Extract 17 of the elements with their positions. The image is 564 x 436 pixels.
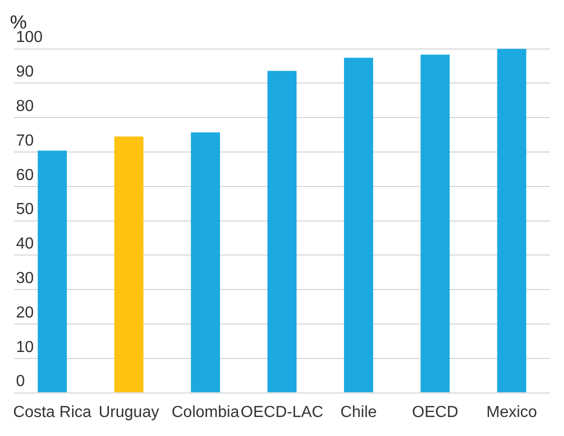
x-tick-label: Costa Rica: [13, 404, 92, 421]
y-tick-label: 30: [16, 270, 34, 288]
y-tick-label: 40: [16, 236, 34, 253]
x-tick-label: Uruguay: [98, 404, 160, 421]
y-tick-label: 50: [16, 201, 34, 218]
y-tick-label: 60: [16, 166, 34, 184]
y-tick-label: 20: [16, 304, 34, 322]
y-tick-label: 70: [16, 132, 34, 150]
y-tick-label: 80: [16, 98, 34, 116]
x-tick-label: OECD: [412, 404, 458, 421]
x-tick-label: OECD-LAC: [240, 404, 324, 421]
x-tick-label: Chile: [340, 404, 377, 421]
x-tick-label: Mexico: [486, 404, 538, 421]
y-tick-label: 10: [16, 338, 34, 356]
y-tick-label: 0: [16, 373, 25, 390]
x-tick-label: Colombia: [172, 404, 240, 421]
y-tick-label: 90: [16, 64, 34, 81]
